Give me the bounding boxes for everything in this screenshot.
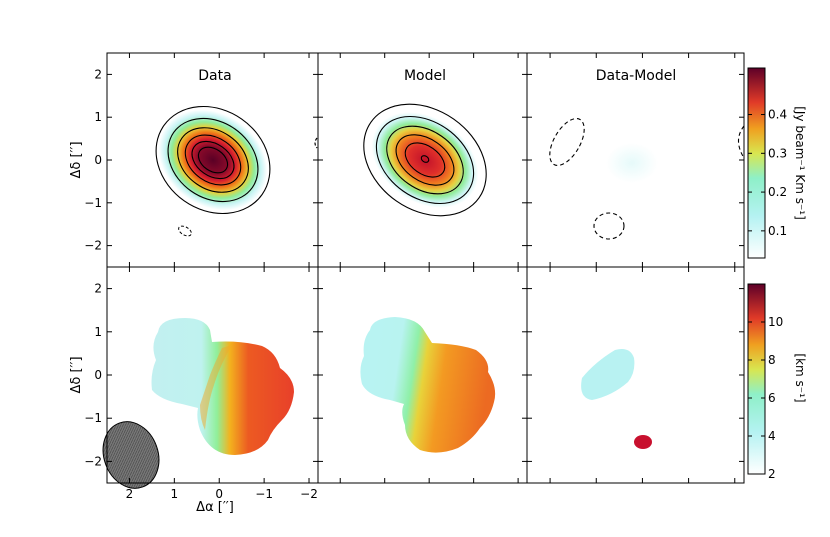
title-data: Data [198, 68, 231, 84]
x-tick-label: 0 [215, 487, 223, 501]
beam-ellipse [102, 421, 160, 489]
negative-contour-data [178, 225, 192, 237]
moment0-emission-model [371, 112, 479, 208]
colorbar-tick-label: 0.1 [768, 224, 787, 238]
title-model: Model [404, 68, 446, 84]
velocity-residual-blob [581, 349, 635, 400]
negative-contour-edge [314, 137, 318, 149]
y-tick-label: 2 [94, 282, 102, 296]
title-data-minus-model: Data-Model [596, 68, 677, 84]
x-tick-label: 1 [171, 487, 179, 501]
colorbar-top: 0.1 0.2 0.3 0.4 [Jy beam⁻¹ Km s⁻¹] [747, 67, 807, 259]
colorbar-top-label: [Jy beam⁻¹ Km s⁻¹] [793, 106, 807, 220]
y-tick-label: 1 [94, 325, 102, 339]
colorbar-tick-label: 0.4 [768, 108, 787, 122]
moment0-emission-data [158, 109, 268, 211]
y-tick-label: 0 [94, 153, 102, 167]
x-tick-label: 2 [126, 487, 134, 501]
y-tick-label: −1 [84, 196, 102, 210]
colorbar-tick-label: 0.2 [768, 185, 787, 199]
panel-data-velocity [102, 318, 294, 489]
colorbar-tick-label: 4 [768, 429, 776, 443]
panel-model-moment0 [314, 103, 487, 217]
axis-tick-labels: 2 1 0 −1 −2 2 1 0 −1 −2 2 1 0 −1 −2 [84, 67, 318, 501]
panel-data-moment0 [155, 105, 271, 237]
velocity-field-model [360, 317, 496, 453]
x-axis-label: Δα [′′] [196, 500, 234, 515]
contours-model [363, 103, 487, 217]
colorbar-tick-label: 10 [768, 315, 783, 329]
y-tick-label: 2 [94, 67, 102, 81]
colorbar-tick-label: 8 [768, 353, 776, 367]
x-tick-label: −2 [300, 487, 318, 501]
panel-model-velocity [360, 317, 496, 453]
colorbar-bottom: 2 4 6 8 10 [km s⁻¹] [747, 283, 807, 481]
colorbar-tick-label: 2 [768, 467, 776, 481]
velocity-residual-red [634, 435, 652, 449]
colorbar-bottom-label: [km s⁻¹] [793, 353, 807, 402]
colorbar-tick-label: 6 [768, 391, 776, 405]
panel-residual-velocity [581, 349, 652, 449]
negative-contour-residual-2 [593, 212, 625, 240]
panel-residual-moment0 [549, 118, 745, 240]
contours-data [155, 105, 271, 215]
y-tick-label: 1 [94, 110, 102, 124]
y-tick-label: 0 [94, 368, 102, 382]
y-tick-label: −2 [84, 239, 102, 253]
negative-contour-residual-3 [737, 125, 745, 159]
residual-emission [606, 143, 658, 183]
x-tick-label: −1 [255, 487, 273, 501]
colorbar-tick-label: 0.3 [768, 146, 787, 160]
y-tick-label: −2 [84, 454, 102, 468]
y-axis-label-bottom: Δδ [′′] [69, 356, 84, 393]
velocity-field-data [151, 318, 294, 455]
negative-contour-residual-1 [549, 118, 585, 166]
y-axis-label-top: Δδ [′′] [69, 141, 84, 178]
y-tick-label: −1 [84, 411, 102, 425]
axis-ticks [107, 53, 744, 483]
